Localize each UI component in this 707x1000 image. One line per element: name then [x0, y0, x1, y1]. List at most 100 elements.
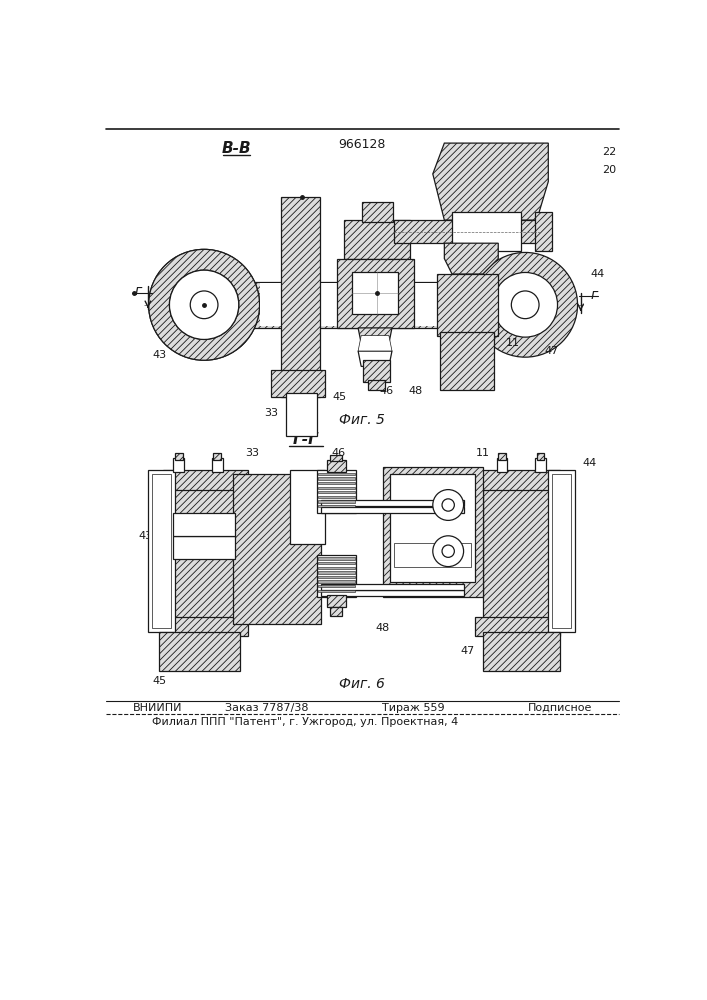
Text: 11: 11 — [506, 338, 520, 348]
Bar — [318, 505, 355, 507]
Bar — [318, 491, 355, 493]
Bar — [329, 455, 342, 461]
Bar — [175, 453, 182, 460]
Bar — [281, 197, 320, 397]
Bar — [395, 220, 537, 243]
Bar — [259, 283, 464, 326]
Bar — [163, 470, 248, 490]
Polygon shape — [358, 351, 392, 366]
Bar — [318, 576, 355, 578]
Text: 22: 22 — [602, 147, 617, 157]
Text: 44: 44 — [582, 458, 596, 468]
Circle shape — [493, 272, 558, 337]
Bar — [362, 202, 393, 222]
Bar — [452, 212, 521, 251]
Bar — [214, 453, 221, 460]
Bar — [535, 212, 552, 251]
Text: 43: 43 — [153, 350, 167, 360]
Bar — [318, 477, 355, 480]
Text: 46: 46 — [331, 448, 345, 458]
Text: Фиг. 5: Фиг. 5 — [339, 413, 385, 427]
Bar — [318, 580, 355, 583]
Text: ВНИИПИ: ВНИИПИ — [132, 703, 182, 713]
Bar — [160, 632, 240, 671]
Bar — [291, 470, 325, 544]
Text: 45: 45 — [153, 676, 167, 686]
Bar — [318, 562, 355, 564]
Text: Подписное: Подписное — [527, 703, 592, 713]
Text: Филиал ППП "Патент", г. Ужгород, ул. Проектная, 4: Филиал ППП "Патент", г. Ужгород, ул. Про… — [152, 717, 458, 727]
Text: Тираж 559: Тираж 559 — [382, 703, 445, 713]
Circle shape — [433, 536, 464, 567]
Text: 44: 44 — [590, 269, 605, 279]
Bar — [337, 259, 414, 328]
Bar — [483, 486, 552, 620]
Text: 33: 33 — [264, 408, 278, 418]
Text: 48: 48 — [408, 386, 422, 396]
Bar — [318, 487, 355, 489]
Text: 20: 20 — [602, 165, 617, 175]
Polygon shape — [358, 328, 392, 343]
Bar — [382, 466, 483, 597]
Bar — [321, 590, 464, 596]
Circle shape — [170, 270, 239, 339]
Text: г: г — [134, 284, 141, 298]
Text: г: г — [591, 288, 598, 302]
Bar — [321, 584, 464, 590]
Bar — [498, 453, 506, 460]
Bar — [327, 595, 346, 607]
Bar — [318, 473, 355, 475]
Bar — [173, 458, 184, 472]
Bar — [318, 482, 355, 484]
Bar — [344, 220, 409, 259]
Bar — [163, 617, 248, 636]
Bar — [286, 393, 317, 436]
Bar — [148, 470, 175, 632]
Text: B-B: B-B — [221, 141, 251, 156]
Text: 45: 45 — [333, 392, 347, 402]
Bar — [483, 632, 560, 671]
Bar — [271, 370, 325, 397]
Bar — [552, 474, 571, 628]
Polygon shape — [444, 243, 498, 274]
Bar — [395, 543, 472, 567]
Bar — [321, 507, 464, 513]
Bar — [368, 380, 385, 389]
Bar — [317, 470, 356, 513]
Bar — [497, 458, 508, 472]
Bar — [317, 555, 356, 597]
Bar — [192, 282, 537, 328]
Bar — [318, 557, 355, 560]
Bar — [318, 496, 355, 498]
Bar — [437, 274, 498, 336]
Bar — [318, 571, 355, 574]
Bar — [475, 617, 560, 636]
Text: 43: 43 — [139, 531, 153, 541]
Polygon shape — [433, 143, 549, 220]
Bar — [321, 500, 464, 506]
Bar — [318, 590, 355, 592]
Circle shape — [148, 249, 259, 360]
Text: 47: 47 — [544, 346, 559, 356]
Bar — [171, 486, 240, 620]
Bar — [535, 458, 546, 472]
Text: 966128: 966128 — [338, 138, 385, 151]
Bar — [173, 513, 235, 536]
Bar — [327, 460, 346, 472]
Bar — [537, 453, 544, 460]
Circle shape — [473, 252, 578, 357]
Polygon shape — [358, 336, 392, 351]
Bar — [363, 360, 390, 382]
Circle shape — [442, 545, 455, 557]
Text: 11: 11 — [476, 448, 490, 458]
Bar — [475, 470, 560, 490]
Circle shape — [442, 499, 455, 511]
Text: 47: 47 — [460, 646, 474, 656]
Bar — [549, 470, 575, 632]
Bar — [233, 474, 321, 624]
Circle shape — [433, 490, 464, 520]
Text: Заказ 7787/38: Заказ 7787/38 — [226, 703, 309, 713]
Bar — [318, 500, 355, 503]
Circle shape — [190, 291, 218, 319]
Bar — [329, 607, 342, 616]
